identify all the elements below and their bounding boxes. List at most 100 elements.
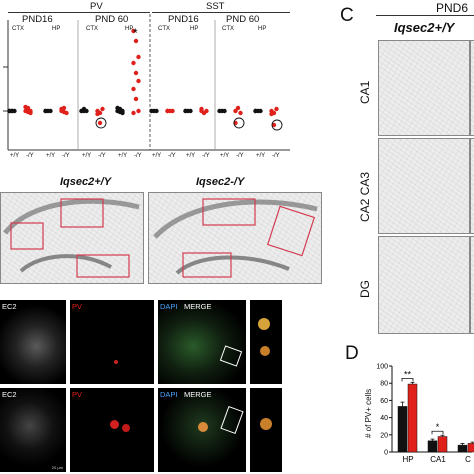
x-tick-label: HP [402,455,413,464]
hippocampus-shape [153,198,318,278]
scatter-point [9,108,15,114]
scatter-point [131,110,136,116]
genotype-tick: -/Y [134,153,142,159]
bar [437,436,448,453]
pv-header-line [8,12,150,13]
sst-header: SST [206,1,225,12]
scatter-point [133,96,139,102]
scatter-point [274,106,279,112]
genotype-tick: +/Y [46,153,56,159]
region-ctx-4: CTX [222,26,234,32]
genotype-tick: -/Y [272,153,280,159]
scatter-point [258,108,263,114]
ca3-image [378,138,470,234]
bar [467,443,474,453]
scatter-point [95,111,100,117]
scatter-point [199,106,204,112]
scatter-point [204,108,209,114]
significance-bracket [401,377,414,382]
scatter-point [183,108,188,114]
y-tick-label: 40 [380,415,388,422]
scatter-point [131,86,136,92]
panel-d-letter: D [345,343,359,364]
scatter-point [154,108,159,114]
wt-hippocampus-image [0,192,144,284]
fluo-label-ec2: EC2 [2,390,17,399]
scatter-point [188,108,193,114]
fluo-label-ec2: EC2 [2,302,17,311]
region-hp-4: HP [258,26,267,32]
genotype-tick: +/Y [220,153,230,159]
scatter-point [238,110,243,116]
region-hp-3: HP [190,26,199,32]
scatter-point [165,108,170,114]
fluo-label-dapi: DAPI [160,390,178,399]
row-label-ca2-ca3: CA2 CA3 [358,171,372,222]
scatter-point [136,54,141,60]
panel-b-scatter: PV SST PND16 PND 60 PND16 PND 60 CTX HP … [0,0,292,165]
genotype-tick: +/Y [186,153,196,159]
region-ctx-3: CTX [158,26,170,32]
bar [397,406,408,453]
fluo-label-merge: MERGE [184,390,212,399]
wt-hippocampus-title: Iqsec2+/Y [60,176,112,188]
fluo-ec2-bottom: EC2 20 µm [0,388,66,472]
fluo-pv-bottom: PV [70,388,154,472]
fluo-label-pv: PV [72,302,83,311]
significance-label: * [436,422,440,432]
y-tick-label: 100 [376,364,388,371]
genotype-tick: -/Y [202,153,210,159]
scatter-point [97,120,103,126]
scatter-point [48,108,53,114]
scatter-point [100,106,105,112]
region-hp-1: HP [52,26,61,32]
dg-image [378,236,470,334]
group-age-1: PND16 [22,14,53,25]
sst-header-line [152,12,290,13]
row-label-dg: DG [358,280,372,298]
pv-header: PV [90,1,103,12]
genotype-tick: +/Y [152,153,162,159]
scatter-point [131,28,136,34]
asterisk-marker: * [133,26,138,40]
fluo-label-pv: PV [72,390,83,399]
scale-text: 20 µm [51,465,63,470]
bar [407,383,418,453]
scatter-point [133,70,139,76]
scatter-point [28,108,33,114]
scatter-point [120,108,125,114]
region-hp-2: HP [125,26,134,32]
fluo-label-merge: MERGE [184,302,212,311]
genotype-tick: -/Y [168,153,176,159]
fluo-ec2-top: EC2 [0,300,66,384]
fluo-pv-top: PV [70,300,154,384]
row-label-ca1: CA1 [358,80,372,104]
panel-c-title: Iqsec2+/Y [394,20,455,35]
scatter-point [23,104,28,110]
significance-label: ** [404,369,412,379]
group-age-2: PND 60 [95,14,129,25]
ca3-image-2 [470,138,474,234]
outlier-circles [95,117,283,131]
scatter-point [136,78,141,84]
scatter-point [253,108,258,114]
y-tick-label: 0 [384,450,388,457]
x-tick-label: C [465,455,471,464]
scatter-plot-area [3,14,290,151]
genotype-tick: -/Y [26,153,34,159]
genotype-tick: +/Y [10,153,20,159]
genotype-tick: -/Y [98,153,106,159]
scatter-point [271,122,277,128]
scatter-point [170,108,175,114]
fluo-zoom-top [250,300,282,384]
significance-bracket [431,430,444,435]
scatter-point [136,108,141,114]
scatter-point [59,106,64,112]
genotype-tick: +/Y [82,153,92,159]
scatter-point [233,108,238,114]
fluo-label-dapi: DAPI [160,302,178,311]
region-ctx-1: CTX [12,26,24,32]
scatter-point [269,111,274,117]
genotype-tick-row: +/Y -/Y +/Y -/Y +/Y -/Y +/Y -/Y +/Y -/Y … [8,153,290,163]
